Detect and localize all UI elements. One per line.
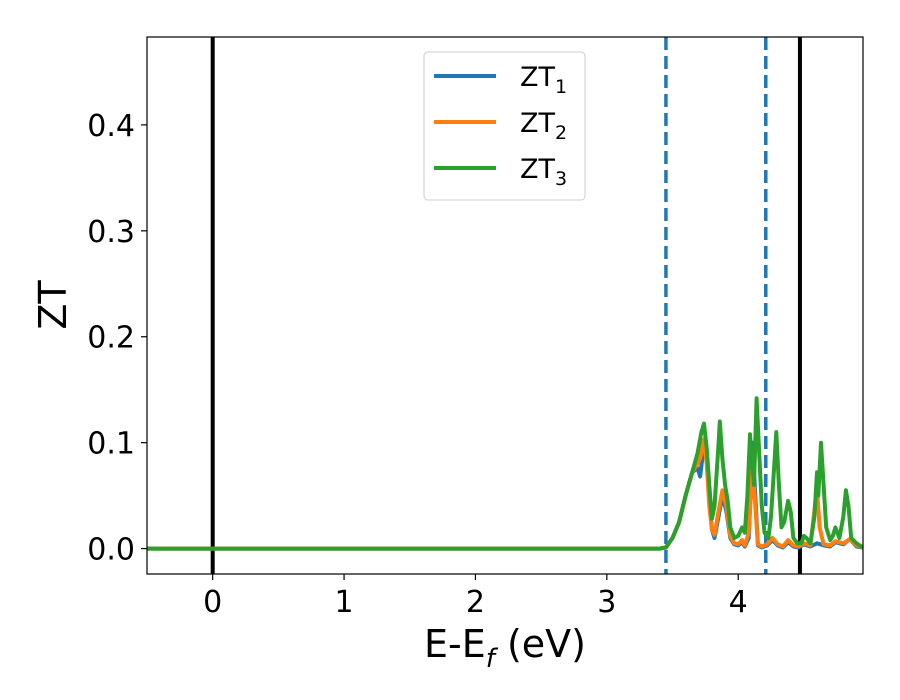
plot-frame (146, 36, 864, 575)
series-line-zt3 (147, 396, 863, 551)
series-line-zt2 (147, 437, 863, 551)
y-tick-label: 0.0 (87, 533, 135, 568)
reference-lines (210, 37, 802, 574)
x-tick-label: 0 (203, 585, 222, 620)
x-tick-label: 3 (597, 585, 616, 620)
y-axis-label: ZT (31, 280, 75, 330)
y-tick-label: 0.1 (87, 427, 135, 462)
y-tick-label: 0.2 (87, 321, 135, 356)
legend: ZT1 ZT2 ZT3 (423, 51, 586, 201)
x-tick-label: 4 (729, 585, 748, 620)
series-layer (147, 396, 863, 551)
y-axis: 0.0 0.1 0.2 0.3 0.4 (87, 109, 147, 568)
y-tick-label: 0.4 (87, 109, 135, 144)
x-axis-label: E-Ef (eV) (424, 622, 586, 674)
y-tick-label: 0.3 (87, 215, 135, 250)
legend-label-zt3: ZT3 (520, 154, 567, 190)
x-tick-label: 1 (335, 585, 354, 620)
x-tick-label: 2 (466, 585, 485, 620)
legend-label-zt2: ZT2 (520, 108, 567, 144)
x-axis: 0 1 2 3 4 (203, 574, 748, 620)
legend-label-zt1: ZT1 (520, 62, 567, 98)
legend-box (423, 51, 586, 201)
